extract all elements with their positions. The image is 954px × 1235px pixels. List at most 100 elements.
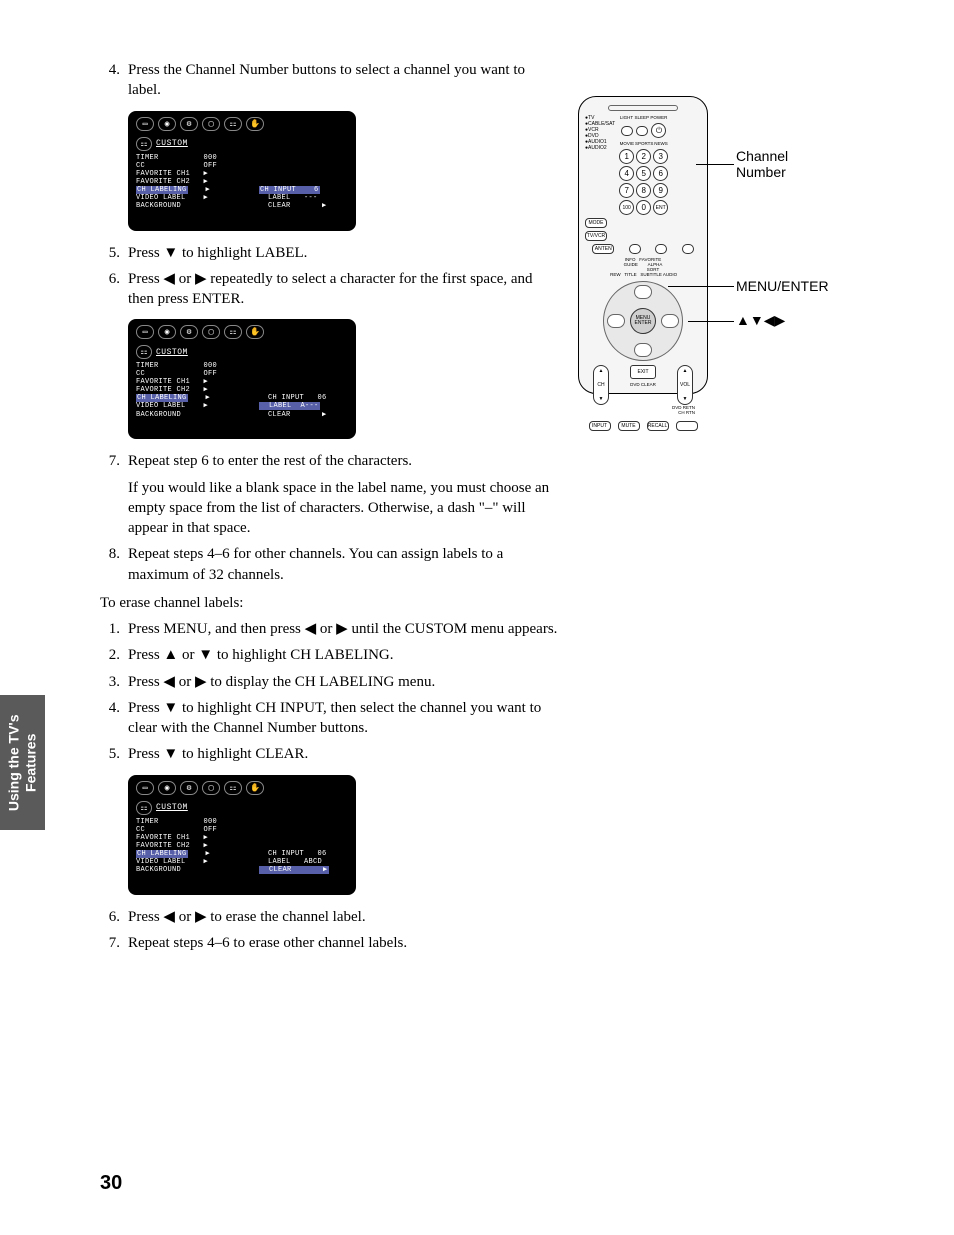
mid-button	[682, 244, 694, 254]
osd-icon-row: ▭ ◉ ⚙ ▢ ⚏ ✋	[136, 781, 348, 795]
osd-custom-icon: ⚏	[136, 801, 152, 815]
remote-body: ●TV ●CABLE/SAT ●VCR ●DVD ●AUDIO1 ●AUDIO2…	[578, 96, 708, 394]
callout-menu-enter: MENU/ENTER	[736, 278, 829, 294]
osd-icon: ◉	[158, 117, 176, 131]
osd-icon: ▢	[202, 325, 220, 339]
osd-screen-3: ▭ ◉ ⚙ ▢ ⚏ ✋ ⚏ CUSTOM TIMER 000 CC OFF FA…	[128, 775, 356, 895]
remote-ir-window	[608, 105, 678, 111]
step-text: Press ▼ to highlight CLEAR.	[128, 744, 560, 764]
mid-button	[655, 244, 667, 254]
step-num: 2.	[100, 645, 128, 665]
osd-icon: ◉	[158, 325, 176, 339]
osd-icon: ▢	[202, 117, 220, 131]
callout-line	[688, 321, 734, 322]
osd-icon-row: ▭ ◉ ⚙ ▢ ⚏ ✋	[136, 117, 348, 131]
input-button: INPUT	[589, 421, 611, 431]
ch-rocker: ▲CH▼	[593, 365, 609, 405]
callout-arrows: ▲▼◀▶	[736, 312, 785, 329]
step-num: 8.	[100, 544, 128, 585]
step-num: 5.	[100, 243, 128, 263]
remote-source-list: ●TV ●CABLE/SAT ●VCR ●DVD ●AUDIO1 ●AUDIO2	[585, 115, 615, 215]
erase-intro: To erase channel labels:	[100, 593, 560, 613]
chrtn-button	[676, 421, 698, 431]
dpad-left	[607, 314, 625, 328]
osd-custom-label: CUSTOM	[156, 803, 188, 812]
osd-hl-label: LABEL A---	[259, 402, 320, 410]
erase-step-5: 5. Press ▼ to highlight CLEAR.	[100, 744, 560, 764]
num-2: 2	[636, 149, 651, 164]
recall-button: RECALL	[647, 421, 669, 431]
osd-hl-ch-input: CH INPUT 6	[259, 186, 320, 194]
dpad-down	[634, 343, 652, 357]
sleep-button	[636, 126, 648, 136]
step-text: Press the Channel Number buttons to sele…	[128, 60, 560, 101]
step-text: Press MENU, and then press ◀ or ▶ until …	[128, 619, 560, 639]
num-0: 0	[636, 200, 651, 215]
step-num: 6.	[100, 907, 128, 927]
num-4: 4	[619, 166, 634, 181]
osd-icon: ⚏	[224, 117, 242, 131]
anten-button: ANTEN	[592, 244, 614, 254]
osd-custom-icon: ⚏	[136, 137, 152, 151]
step-8: 8. Repeat steps 4–6 for other channels. …	[100, 544, 560, 585]
num-9: 9	[653, 183, 668, 198]
mid-labels: INFO FAVORITE GUIDE ALPHA SORT REW TITLE…	[585, 257, 701, 277]
ent-button: ENT	[653, 200, 668, 215]
osd-icon: ▭	[136, 117, 154, 131]
osd-icon: ✋	[246, 781, 264, 795]
osd-icon-row: ▭ ◉ ⚙ ▢ ⚏ ✋	[136, 325, 348, 339]
osd-icon: ▭	[136, 781, 154, 795]
callout-channel-number: Channel Number	[736, 148, 788, 180]
osd-custom-label: CUSTOM	[156, 348, 188, 357]
osd-icon: ▭	[136, 325, 154, 339]
osd-screen-1: ▭ ◉ ⚙ ▢ ⚏ ✋ ⚏ CUSTOM TIMER 000 CC OFF FA…	[128, 111, 356, 231]
erase-step-7: 7. Repeat steps 4–6 to erase other chann…	[100, 933, 560, 953]
page-number: 30	[100, 1172, 122, 1195]
num-7: 7	[619, 183, 634, 198]
osd-icon: ⚙	[180, 117, 198, 131]
step-num: 4.	[100, 698, 128, 739]
num-5: 5	[636, 166, 651, 181]
mid-button	[629, 244, 641, 254]
step-text: Repeat steps 4–6 for other channels. You…	[128, 544, 560, 585]
step-7-sub: If you would like a blank space in the l…	[128, 478, 560, 539]
erase-step-1: 1. Press MENU, and then press ◀ or ▶ unt…	[100, 619, 560, 639]
num-6: 6	[653, 166, 668, 181]
dpad-right	[661, 314, 679, 328]
callout-line	[696, 164, 734, 165]
num-1: 1	[619, 149, 634, 164]
osd-icon: ⚏	[224, 325, 242, 339]
number-pad: 1 2 3 4 5 6 7 8 9 100 0 ENT	[619, 149, 668, 215]
step-num: 7.	[100, 451, 128, 471]
side-tab-line1: Using the TV's	[6, 714, 22, 811]
osd-custom-label: CUSTOM	[156, 139, 188, 148]
callout-line	[668, 286, 734, 287]
step-text: Repeat step 6 to enter the rest of the c…	[128, 451, 560, 471]
step-text: Press ▲ or ▼ to highlight CH LABELING.	[128, 645, 560, 665]
osd-screen-2: ▭ ◉ ⚙ ▢ ⚏ ✋ ⚏ CUSTOM TIMER 000 CC OFF FA…	[128, 319, 356, 439]
dpad: MENU ENTER	[603, 281, 683, 361]
osd-icon: ▢	[202, 781, 220, 795]
step-text: Press ◀ or ▶ to erase the channel label.	[128, 907, 560, 927]
osd-icon: ⚏	[224, 781, 242, 795]
num-100: 100	[619, 200, 634, 215]
step-text: Press ◀ or ▶ repeatedly to select a char…	[128, 269, 560, 310]
power-button: ⏻	[651, 123, 666, 138]
step-text: Press ◀ or ▶ to display the CH LABELING …	[128, 672, 560, 692]
step-num: 7.	[100, 933, 128, 953]
step-4: 4. Press the Channel Number buttons to s…	[100, 60, 560, 101]
side-tab-line2: Features	[23, 733, 39, 791]
step-num: 6.	[100, 269, 128, 310]
step-text: Press ▼ to highlight LABEL.	[128, 243, 560, 263]
erase-step-4: 4. Press ▼ to highlight CH INPUT, then s…	[100, 698, 560, 739]
step-5: 5. Press ▼ to highlight LABEL.	[100, 243, 560, 263]
osd-icon: ✋	[246, 325, 264, 339]
num-8: 8	[636, 183, 651, 198]
tvvcr-button: TV/VCR	[585, 231, 607, 241]
step-num: 3.	[100, 672, 128, 692]
osd-icon: ⚙	[180, 325, 198, 339]
step-text: Press ▼ to highlight CH INPUT, then sele…	[128, 698, 560, 739]
mode-button: MODE	[585, 218, 607, 228]
step-num: 5.	[100, 744, 128, 764]
remote-diagram: ●TV ●CABLE/SAT ●VCR ●DVD ●AUDIO1 ●AUDIO2…	[578, 96, 898, 394]
